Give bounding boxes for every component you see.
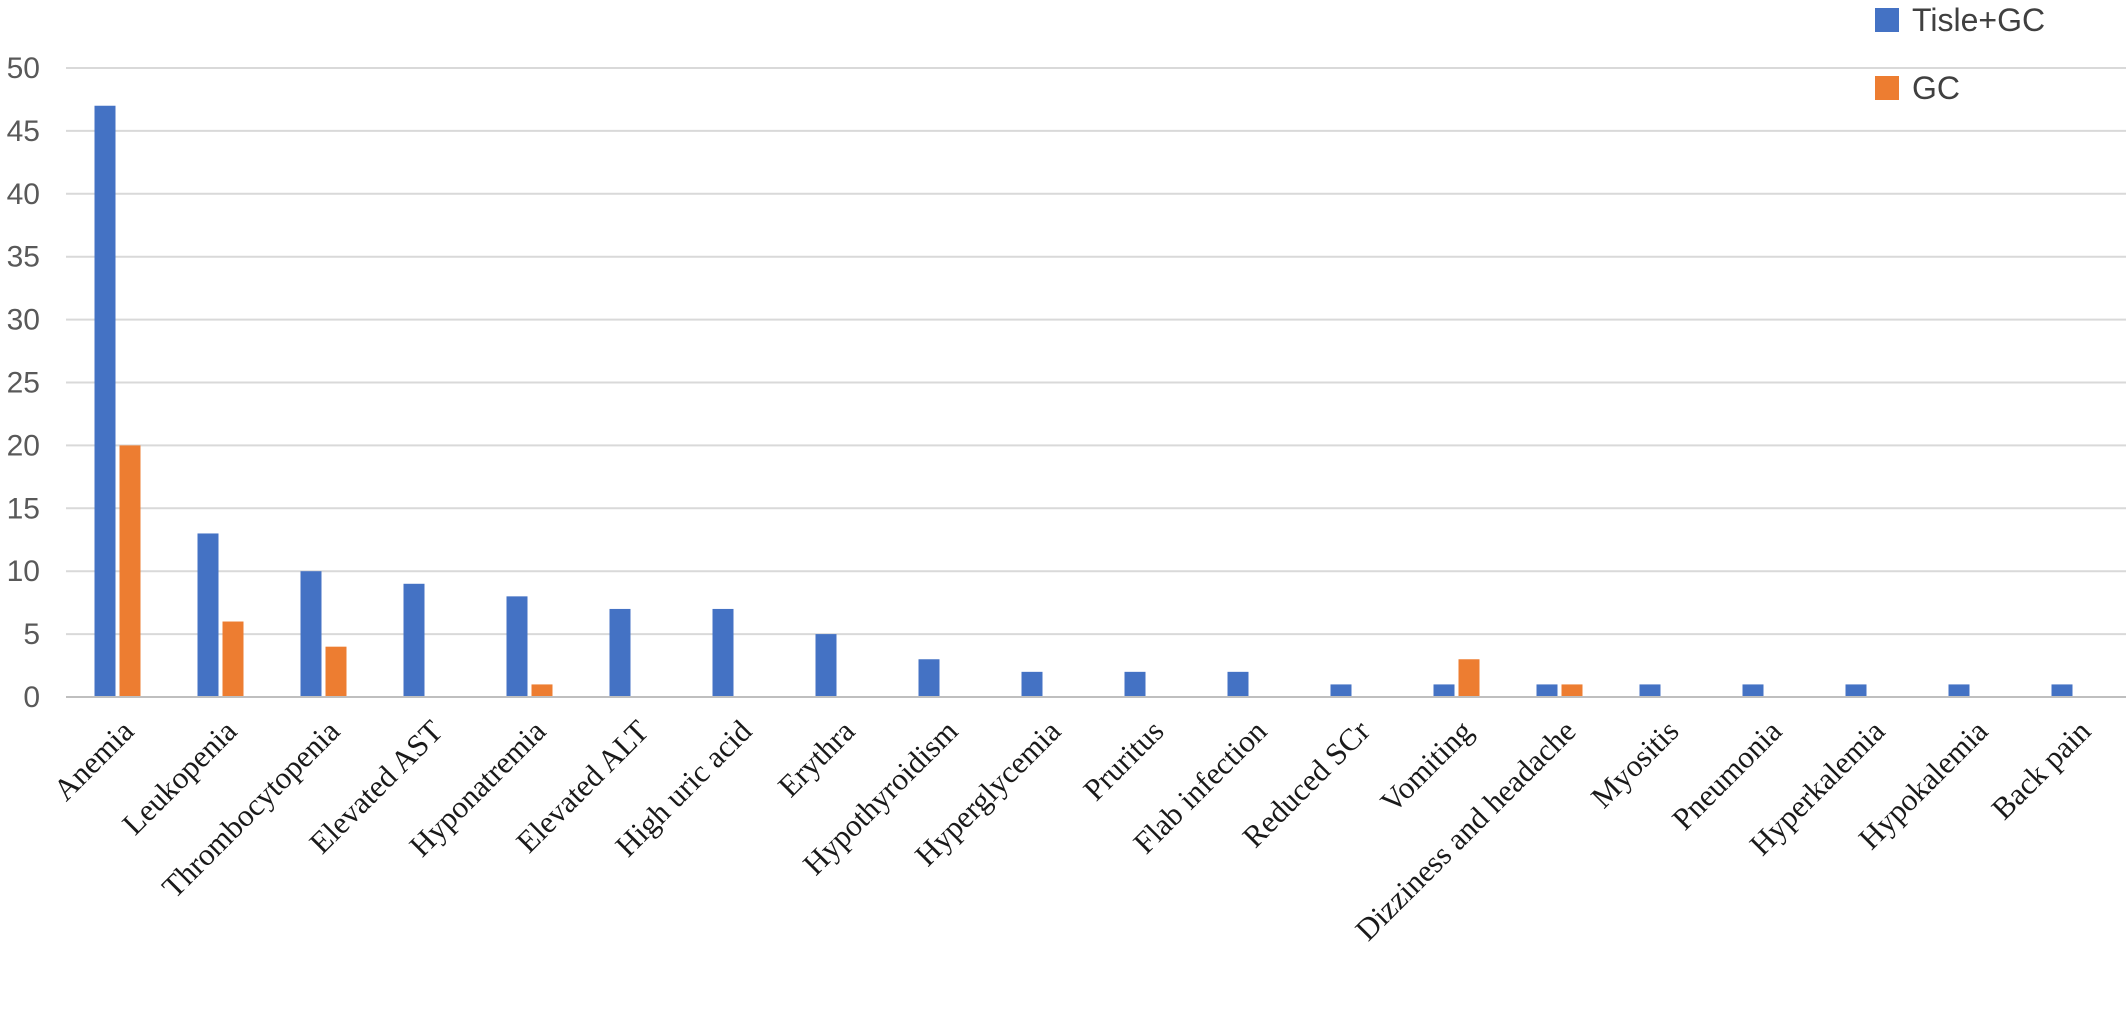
y-tick-label: 50 (7, 52, 40, 85)
bar (1561, 684, 1583, 697)
x-tick-label: Back pain (1984, 713, 2097, 826)
y-tick-label: 5 (23, 618, 40, 651)
y-tick-label: 45 (7, 115, 40, 148)
y-tick-label: 15 (7, 492, 40, 525)
bar (1536, 684, 1558, 697)
bar (1330, 684, 1352, 697)
series-gc (119, 445, 1583, 697)
legend: Tisle+GC GC (1875, 2, 2045, 106)
x-tick-label: Vomiting (1373, 713, 1479, 819)
legend-swatch (1875, 8, 1899, 32)
bar (1433, 684, 1455, 697)
bar (609, 608, 631, 697)
y-tick-label: 20 (7, 429, 40, 462)
bar (815, 634, 837, 697)
bar (1124, 671, 1146, 697)
bar (2051, 684, 2073, 697)
bar (1227, 671, 1249, 697)
bar (403, 583, 425, 697)
legend-label: Tisle+GC (1912, 2, 2045, 38)
bar (531, 684, 553, 697)
x-tick-label: Pruritus (1076, 713, 1170, 807)
y-tick-label: 10 (7, 555, 40, 588)
series-tisle-gc (94, 105, 2073, 698)
bar (119, 445, 141, 697)
legend-label: GC (1912, 70, 1960, 106)
x-tick-label: Anemia (46, 713, 140, 807)
bar (197, 533, 219, 697)
bar (506, 596, 528, 697)
x-tick-label: Myositis (1584, 713, 1685, 814)
bar (712, 608, 734, 697)
y-tick-label: 35 (7, 241, 40, 274)
bar (222, 621, 244, 697)
legend-swatch (1875, 76, 1899, 100)
bar (300, 571, 322, 697)
bar (1639, 684, 1661, 697)
y-tick-label: 0 (23, 681, 40, 714)
y-tick-label: 40 (7, 178, 40, 211)
bar (1458, 659, 1480, 697)
bar (1948, 684, 1970, 697)
bar (1742, 684, 1764, 697)
bar (918, 659, 940, 697)
x-tick-label: Thrombocytopenia (155, 713, 347, 905)
bar (325, 646, 347, 697)
y-tick-label: 30 (7, 304, 40, 337)
x-tick-label: Erythra (771, 713, 862, 804)
bar (94, 105, 116, 698)
y-tick-label: 25 (7, 367, 40, 400)
bar (1845, 684, 1867, 697)
bar (1021, 671, 1043, 697)
